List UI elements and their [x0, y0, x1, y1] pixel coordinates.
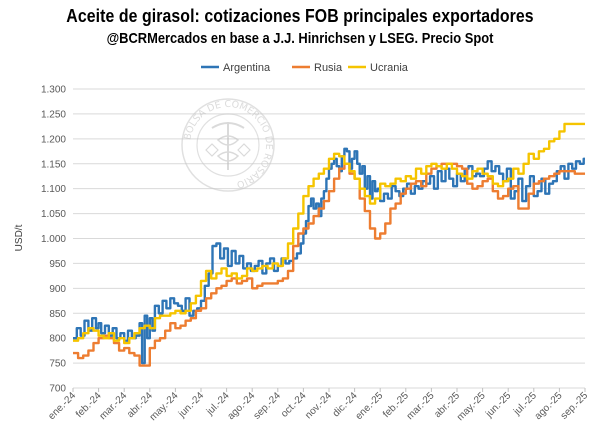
y-tick-label: 900 — [49, 284, 66, 295]
legend-label-rusia: Rusia — [314, 62, 343, 74]
x-tick-label: jun.-24 — [176, 390, 206, 420]
x-tick-label: ago.-24 — [226, 390, 258, 422]
x-tick-label: nov.-24 — [303, 390, 334, 421]
y-tick-label: 700 — [49, 384, 66, 395]
x-tick-label: may.-25 — [455, 390, 488, 423]
y-tick-label: 1.200 — [41, 134, 66, 145]
chart-subtitle: @BCRMercados en base a J.J. Hinrichsen y… — [106, 30, 494, 47]
y-axis-ticks: 700 750 800 850 900 950 1.000 1.050 1.100 1.150 1.… — [41, 85, 66, 395]
x-axis-ticks: ene.-24feb.-24mar.-24abr.-24may.-24jun.-… — [46, 388, 590, 423]
x-tick-label: ene.-24 — [46, 390, 78, 422]
y-tick-label: 800 — [49, 334, 66, 345]
x-tick-label: mar.-24 — [98, 390, 130, 422]
x-tick-label: ago.-25 — [533, 390, 565, 422]
y-tick-label: 1.300 — [41, 85, 66, 96]
y-tick-label: 850 — [49, 309, 66, 320]
series-line-argentina — [73, 147, 585, 365]
y-tick-label: 1.000 — [41, 234, 66, 245]
x-tick-label: mar.-25 — [405, 390, 437, 422]
x-tick-label: may.-24 — [148, 390, 181, 423]
y-tick-label: 1.250 — [41, 109, 66, 120]
x-tick-label: ene.-25 — [354, 390, 386, 422]
y-tick-label: 1.050 — [41, 209, 66, 220]
x-tick-label: sep.-24 — [252, 390, 284, 422]
legend: Argentina Rusia Ucrania — [201, 62, 409, 74]
y-tick-label: 1.150 — [41, 159, 66, 170]
series-line-ucrania — [73, 122, 585, 345]
y-tick-label: 1.100 — [41, 184, 66, 195]
watermark-seal: BOLSA DE COMERCIO DE ROSARIO — [181, 98, 275, 192]
y-tick-label: 950 — [49, 259, 66, 270]
legend-label-argentina: Argentina — [223, 62, 271, 74]
y-tick-label: 750 — [49, 359, 66, 370]
x-tick-label: jun.-25 — [483, 390, 513, 420]
legend-label-ucrania: Ucrania — [370, 62, 409, 74]
x-tick-label: sep.-25 — [559, 390, 591, 422]
chart-title: Aceite de girasol: cotizaciones FOB prin… — [66, 6, 534, 26]
gridlines — [73, 88, 585, 389]
y-axis-label: USD/t — [14, 224, 25, 251]
series-lines — [73, 122, 585, 367]
